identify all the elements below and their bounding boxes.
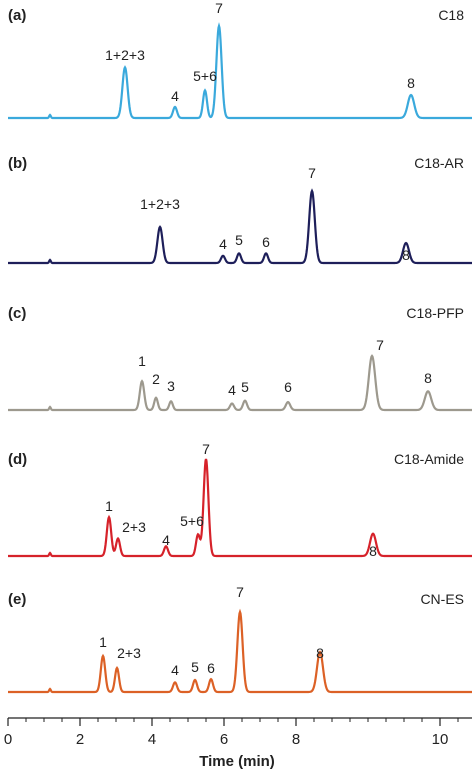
x-tick-label: 6 <box>220 731 228 748</box>
peak-label: 4 <box>162 532 170 548</box>
peak-label: 2+3 <box>117 645 141 661</box>
peak-label: 4 <box>171 662 179 678</box>
panel-label: (b) <box>8 155 27 172</box>
peak-label: 7 <box>202 441 210 457</box>
x-tick-label: 2 <box>76 731 84 748</box>
x-tick-label: 10 <box>432 731 449 748</box>
peak-label: 8 <box>407 75 415 91</box>
column-name: C18 <box>438 7 464 23</box>
peak-label: 5 <box>241 379 249 395</box>
panel-1: (a) C18 1+2+3 4 5+6 7 8 <box>8 0 472 120</box>
peak-label: 4 <box>228 382 236 398</box>
peak-label: 2+3 <box>122 519 146 535</box>
peak-label: 1+2+3 <box>105 47 145 63</box>
peak-label: 6 <box>207 660 215 676</box>
peak-label: 6 <box>284 379 292 395</box>
chromatogram-trace <box>8 354 472 412</box>
peak-label: 1+2+3 <box>140 196 180 212</box>
chromatogram-trace <box>8 188 472 265</box>
time-axis: 0 2 4 6 8 10 Time (min) <box>4 717 472 770</box>
panel-4: (d) C18-Amide 1 2+3 4 5+6 7 8 <box>8 441 472 559</box>
panel-3: (c) C18-PFP 12 3 4 5 6 7 8 <box>8 305 472 412</box>
column-name: C18-AR <box>414 155 464 171</box>
peak-label: 7 <box>308 165 316 181</box>
x-tick-label: 4 <box>148 731 156 748</box>
peak-label: 8 <box>316 645 324 661</box>
panel-label: (c) <box>8 305 26 322</box>
panel-label: (d) <box>8 451 27 468</box>
peak-label: 1 <box>138 353 146 369</box>
peak-label: 6 <box>262 234 270 250</box>
chromatogram-trace <box>8 608 472 694</box>
peak-label: 4 <box>171 88 179 104</box>
peak-label: 4 <box>219 236 227 252</box>
x-tick-label: 8 <box>292 731 300 748</box>
peak-label: 1 <box>105 498 113 514</box>
panel-label: (a) <box>8 7 26 24</box>
peak-label: 7 <box>236 584 244 600</box>
peak-label: 7 <box>215 0 223 16</box>
column-name: CN-ES <box>420 591 464 607</box>
peak-label: 5 <box>235 232 243 248</box>
column-name: C18-PFP <box>406 305 464 321</box>
chromatogram-trace <box>8 22 472 120</box>
chromatogram-trace <box>8 458 472 558</box>
peak-label: 5 <box>191 659 199 675</box>
peak-label: 8 <box>369 543 377 559</box>
peak-label: 3 <box>167 378 175 394</box>
peak-label: 7 <box>376 337 384 353</box>
panel-2: (b) C18-AR 1+2+3 4 5 6 7 8 <box>8 155 472 265</box>
peak-label: 2 <box>152 371 160 387</box>
panel-5: (e) CN-ES 1 2+3 4 5 6 7 8 <box>8 584 472 694</box>
panel-label: (e) <box>8 591 26 608</box>
column-name: C18-Amide <box>394 451 464 467</box>
peak-label: 5+6 <box>180 513 204 529</box>
x-axis-label: Time (min) <box>199 753 275 770</box>
x-tick-label: 0 <box>4 731 12 748</box>
peak-label: 5+6 <box>193 68 217 84</box>
peak-label: 8 <box>424 370 432 386</box>
peak-label: 8 <box>402 247 410 263</box>
peak-label: 1 <box>99 634 107 650</box>
